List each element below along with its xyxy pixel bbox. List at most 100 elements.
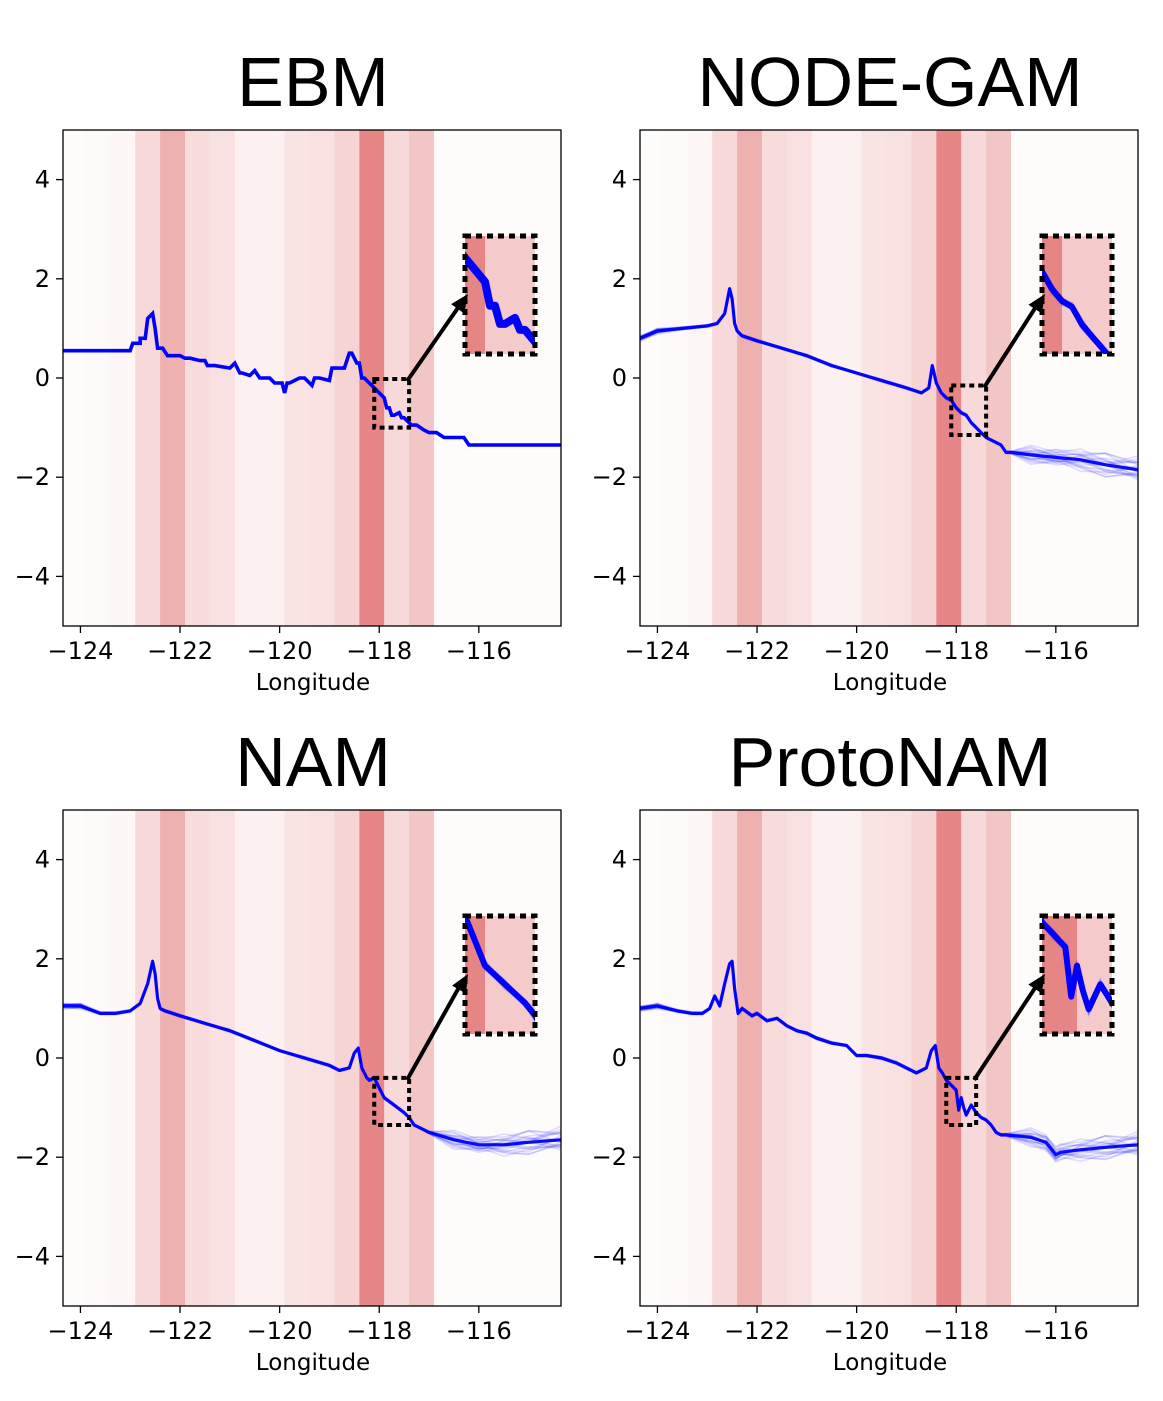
density-band (209, 810, 235, 1306)
zoom-inset (1039, 233, 1115, 357)
x-tick-label: −118 (346, 637, 412, 665)
y-tick-label: 2 (35, 945, 50, 973)
y-tick-label: 4 (612, 166, 627, 194)
y-tick-label: 0 (612, 364, 627, 392)
inset-frame (1039, 233, 1115, 357)
density-band (185, 130, 210, 626)
plot-area: −124 −122 −120 −118 −116 −4 −2 0 2 4 (592, 129, 1139, 665)
density-band (762, 130, 787, 626)
density-band (961, 810, 987, 1306)
density-band (640, 810, 662, 1306)
x-tick-label: −122 (724, 637, 790, 665)
y-tick-label: −4 (15, 1242, 50, 1270)
y-tick-label: −4 (592, 562, 627, 590)
plot-area: −124 −122 −120 −118 −116 −4 −2 0 2 4 (15, 129, 562, 665)
x-tick-label: −118 (923, 1317, 989, 1345)
panel-nam: NAM Longitude (235, 723, 391, 1376)
density-band (434, 810, 561, 1306)
density-band (63, 130, 85, 626)
x-tick-label: −120 (247, 1317, 313, 1345)
x-tick-label: −122 (147, 1317, 213, 1345)
y-tick-label: −2 (592, 1143, 627, 1171)
x-tick-label: −120 (824, 637, 890, 665)
y-tick-label: −4 (15, 562, 50, 590)
density-band (160, 810, 186, 1306)
inset-line-group (465, 916, 535, 1023)
y-tick-label: −2 (15, 463, 50, 491)
x-axis-label: Longitude (833, 1350, 947, 1376)
y-tick-label: 4 (35, 166, 50, 194)
inset-series-line (465, 916, 535, 1022)
series-line (63, 309, 561, 447)
inset-line-group (1042, 916, 1112, 1018)
plot-area: −124 −122 −120 −118 −116 −4 −2 0 2 4 (592, 809, 1139, 1345)
x-tick-label: −116 (1023, 1317, 1089, 1345)
series-line (640, 287, 1138, 472)
x-tick-label: −120 (824, 1317, 890, 1345)
plot-area: −124 −122 −120 −118 −116 −4 −2 0 2 4 (15, 809, 562, 1345)
density-band (712, 130, 738, 626)
x-tick-label: −116 (446, 637, 512, 665)
y-tick-label: −2 (592, 463, 627, 491)
inset-band (1042, 236, 1062, 354)
y-tick-label: −4 (592, 1242, 627, 1270)
density-band (961, 130, 987, 626)
y-tick-label: 2 (612, 945, 627, 973)
panel-title: NAM (235, 723, 391, 801)
x-axis-label: Longitude (256, 670, 370, 696)
inset-band (1077, 916, 1112, 1034)
density-band (1011, 130, 1138, 626)
inset-series-line (1042, 916, 1112, 1013)
zoom-arrow (405, 981, 464, 1081)
density-band (259, 810, 285, 1306)
density-band (334, 130, 360, 626)
zoom-arrow-head (1028, 974, 1045, 994)
zoom-box (372, 1075, 412, 1127)
zoom-inset (462, 233, 538, 357)
zoom-arrow (982, 300, 1041, 389)
panel-protonam: ProtoNAM Longitude (729, 723, 1052, 1376)
inset-series-line (1042, 267, 1111, 354)
zoom-arrow-head (452, 974, 468, 994)
density-band (334, 810, 360, 1306)
density-band (662, 810, 688, 1306)
zoom-box (944, 1075, 979, 1127)
x-axis-label: Longitude (833, 670, 947, 696)
plot-content (63, 130, 561, 626)
y-tick-label: 0 (612, 1044, 627, 1072)
density-band (135, 130, 161, 626)
density-band (234, 130, 260, 626)
x-tick-label: −116 (446, 1317, 512, 1345)
density-band (185, 810, 210, 1306)
density-band (911, 130, 937, 626)
x-tick-label: −122 (147, 637, 213, 665)
density-band (687, 130, 713, 626)
density-band (762, 810, 787, 1306)
density-band (434, 130, 561, 626)
zoom-arrow-head (1028, 294, 1045, 314)
zoom-inset (1039, 913, 1115, 1037)
y-tick-label: 0 (35, 364, 50, 392)
density-band (712, 810, 738, 1306)
plot-content (63, 810, 561, 1306)
y-tick-label: 2 (612, 265, 627, 293)
x-tick-label: −124 (47, 1317, 113, 1345)
x-tick-label: −124 (624, 1317, 690, 1345)
inset-band (1042, 916, 1077, 1034)
density-band (662, 130, 688, 626)
zoom-box (949, 383, 989, 438)
series-line (640, 959, 1138, 1157)
y-tick-label: 4 (612, 846, 627, 874)
density-band (110, 810, 136, 1306)
x-tick-label: −124 (47, 637, 113, 665)
inset-frame (1039, 913, 1115, 1037)
y-tick-label: −2 (15, 1143, 50, 1171)
x-tick-label: −120 (247, 637, 313, 665)
x-tick-label: −124 (624, 637, 690, 665)
y-tick-label: 2 (35, 265, 50, 293)
x-axis-label: Longitude (256, 1350, 370, 1376)
zoom-box (372, 376, 412, 430)
zoom-arrow (972, 980, 1041, 1081)
